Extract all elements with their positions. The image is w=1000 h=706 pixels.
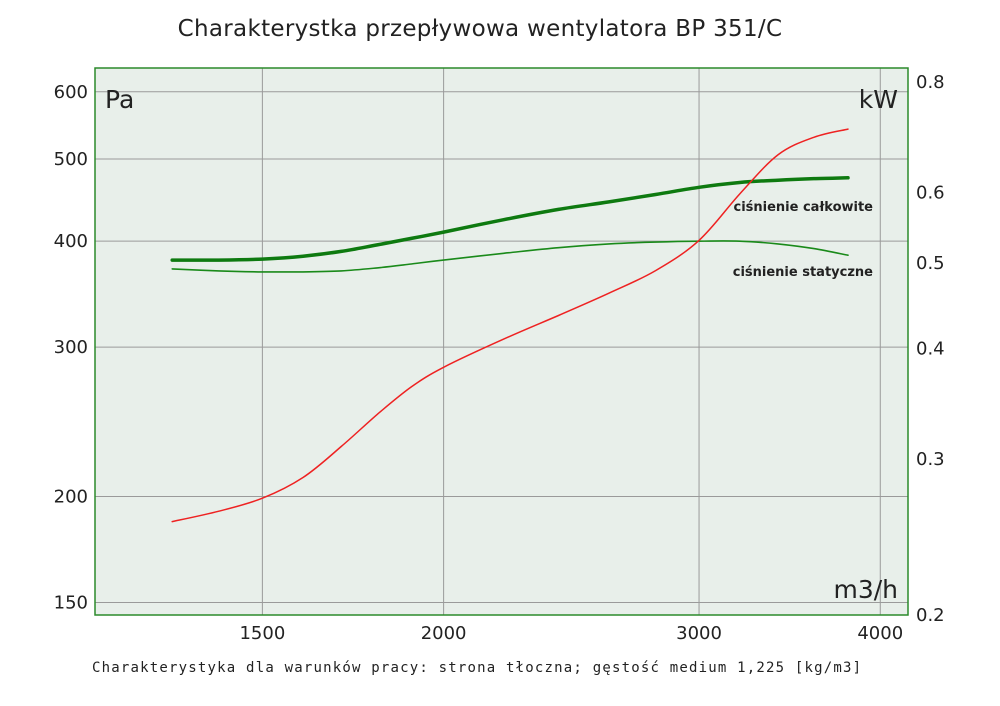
x-tick-4000: 4000: [857, 623, 903, 644]
x-tick-3000: 3000: [676, 623, 722, 644]
power-line: [171, 128, 849, 523]
left-tick-400: 400: [54, 231, 88, 252]
ticks: 1500 2000 3000 4000 150 200 300 400 500 600 0.2 0.3…: [54, 72, 945, 644]
left-axis-unit: Pa: [105, 85, 134, 114]
plot-frame: [94, 67, 909, 616]
x-tick-1500: 1500: [239, 623, 285, 644]
right-tick-0.4: 0.4: [916, 339, 945, 360]
left-tick-200: 200: [54, 487, 88, 508]
right-tick-0.5: 0.5: [916, 253, 945, 274]
left-tick-600: 600: [54, 82, 88, 103]
static-pressure-line: [171, 240, 849, 273]
static-pressure-label: ciśnienie statyczne: [733, 265, 873, 280]
total-pressure-label: ciśnienie całkowite: [733, 200, 873, 215]
right-axis-unit: kW: [859, 85, 898, 114]
series-layer: [170, 128, 850, 523]
right-tick-0.8: 0.8: [916, 72, 945, 93]
x-axis-unit: m3/h: [833, 575, 898, 604]
chart-title: Charakterystka przepływowa wentylatora B…: [177, 16, 783, 42]
left-tick-500: 500: [54, 149, 88, 170]
x-tick-2000: 2000: [421, 623, 467, 644]
left-tick-150: 150: [54, 593, 88, 614]
chart-footnote: Charakterystyka dla warunków pracy: stro…: [92, 660, 863, 676]
right-tick-0.2: 0.2: [916, 605, 945, 626]
right-tick-0.3: 0.3: [916, 449, 945, 470]
left-tick-300: 300: [54, 337, 88, 358]
right-tick-0.6: 0.6: [916, 183, 945, 204]
